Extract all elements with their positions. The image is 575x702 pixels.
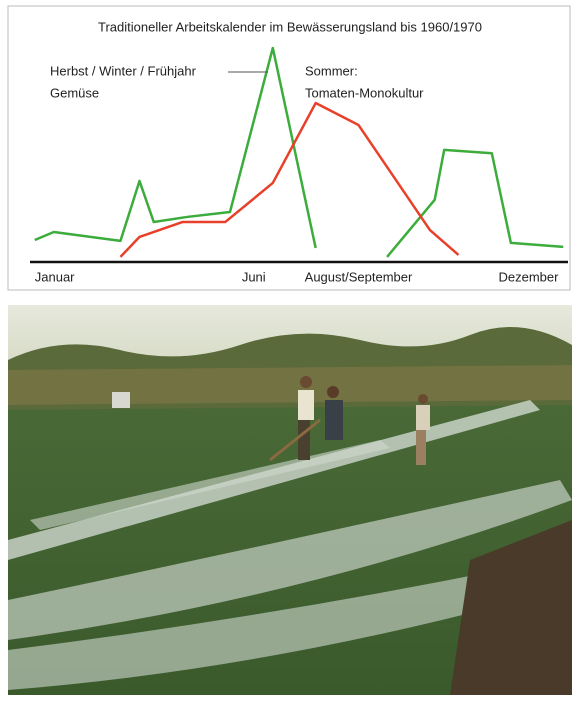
series-label: Herbst / Winter / Frühjahr xyxy=(50,63,197,78)
photo xyxy=(8,305,572,695)
chart-frame xyxy=(8,6,570,290)
series-label: Gemüse xyxy=(50,85,99,100)
x-tick-label: Dezember xyxy=(499,269,560,284)
x-tick-label: Juni xyxy=(242,269,266,284)
figure: Traditioneller Arbeitskalender im Bewäss… xyxy=(0,0,575,697)
chart-title: Traditioneller Arbeitskalender im Bewäss… xyxy=(98,19,482,34)
x-tick-label: August/September xyxy=(305,269,413,284)
series-label: Sommer: xyxy=(305,63,358,78)
x-tick-label: Januar xyxy=(35,269,75,284)
series-label: Tomaten-Monokultur xyxy=(305,85,424,100)
